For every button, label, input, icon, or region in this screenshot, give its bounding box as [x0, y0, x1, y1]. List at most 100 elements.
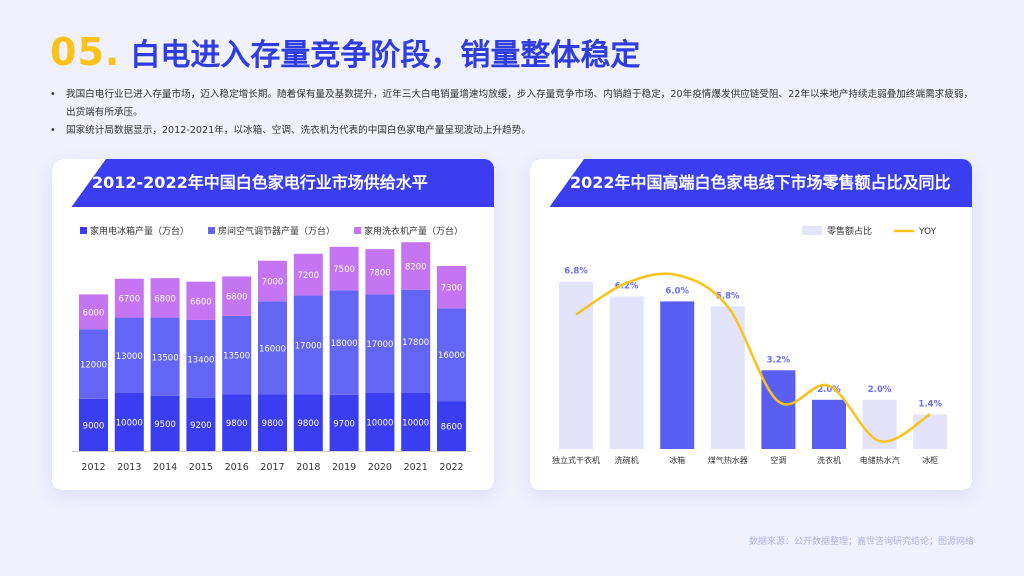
bar	[812, 399, 846, 449]
data-label: 5.8%	[716, 291, 740, 301]
data-label: 6700	[118, 295, 140, 305]
x-tick-label: 独立式干衣机	[552, 455, 600, 465]
bar-segment	[114, 393, 144, 451]
legend-label: 家用洗衣机产量（万台）	[364, 225, 463, 237]
x-tick-label: 2016	[225, 462, 249, 473]
chart-title: 2012-2022年中国白色家电行业市场供给水平	[92, 173, 428, 192]
bar-segment	[150, 317, 180, 396]
bar	[913, 414, 948, 449]
bar-segment	[186, 397, 216, 451]
data-label: 6.2%	[615, 281, 639, 291]
data-label: 9500	[154, 420, 176, 430]
data-label: 9700	[333, 419, 355, 429]
bar-segment	[437, 265, 466, 309]
bar-segment	[114, 317, 144, 393]
bar-segment	[329, 290, 359, 395]
legend-label: 房间空气调节器产量（万台）	[218, 225, 335, 237]
x-tick-label: 2018	[296, 462, 320, 473]
bar-segment	[222, 315, 252, 395]
data-label: 10000	[116, 419, 143, 429]
bar-segment	[258, 394, 287, 451]
data-label: 7300	[441, 284, 463, 294]
data-label: 9800	[226, 419, 248, 429]
bar	[609, 296, 644, 449]
bar-segment	[222, 394, 252, 451]
bar-segment	[329, 246, 359, 291]
bar	[660, 301, 695, 449]
data-label: 16000	[259, 344, 286, 354]
bar-segment	[79, 398, 108, 451]
x-tick-label: 电储热水汽	[860, 455, 900, 465]
x-tick-label: 2020	[368, 462, 392, 473]
source-note: 数据来源：公开数据整理；嘉世咨询研究结论；图源网络	[748, 537, 974, 547]
data-label: 13400	[187, 355, 214, 365]
data-label: 9800	[262, 419, 284, 429]
x-tick-label: 洗衣机	[817, 455, 841, 465]
stacked-bar-chart: 家用电冰箱产量（万台） 房间空气调节器产量（万台） 家用洗衣机产量（万台） 9000 1…	[72, 225, 472, 473]
x-tick-label: 2017	[260, 462, 284, 473]
bar-segment	[437, 308, 466, 402]
bar-segment	[401, 393, 431, 451]
bar-segment	[365, 249, 395, 295]
section-number: 05.	[50, 30, 121, 74]
data-label: 8200	[405, 262, 427, 272]
data-label: 7500	[333, 265, 355, 275]
data-label: 9000	[83, 421, 105, 431]
title-text: 白电进入存量竞争阶段，销量整体稳定	[130, 38, 641, 73]
data-label: 2.0%	[817, 385, 841, 395]
data-label: 6800	[154, 294, 176, 304]
legend-swatch	[80, 227, 87, 234]
data-label: 17000	[295, 341, 322, 351]
data-label: 13500	[152, 353, 179, 363]
bar-segment	[114, 278, 144, 318]
bar	[761, 370, 796, 449]
data-label: 6800	[226, 293, 248, 303]
chart-title: 2022年中国高端白色家电线下市场零售额占比及同比	[570, 173, 951, 192]
data-label: 16000	[438, 351, 465, 361]
bar-segment	[365, 393, 395, 451]
data-label: 6600	[190, 297, 212, 307]
bar-segment	[150, 395, 180, 451]
bar-segment	[186, 281, 216, 320]
bar-segment	[258, 301, 287, 395]
x-tick-label: 冰柜	[922, 455, 938, 465]
chart-header: 2022年中国高端白色家电线下市场零售额占比及同比	[530, 159, 972, 207]
x-tick-label: 2012	[81, 462, 105, 473]
x-tick-label: 洗碗机	[615, 455, 639, 465]
data-label: 7800	[369, 268, 391, 278]
bar	[710, 306, 745, 449]
x-tick-label: 煤气热水器	[708, 455, 748, 465]
chart-header: 2012-2022年中国白色家电行业市场供给水平	[52, 159, 494, 207]
legend-swatch	[354, 227, 361, 234]
x-tick-label: 2019	[332, 462, 356, 473]
legend-swatch	[802, 226, 822, 235]
bar-segment	[293, 394, 323, 451]
x-tick-label: 2014	[153, 462, 177, 473]
bar-segment	[79, 294, 108, 330]
data-label: 6.0%	[665, 286, 689, 296]
bar-segment	[186, 319, 216, 398]
bar-segment	[401, 289, 431, 393]
bar-segment	[79, 329, 108, 399]
data-label: 3.2%	[767, 355, 791, 365]
data-label: 17000	[366, 340, 393, 350]
x-tick-label: 2015	[189, 462, 213, 473]
bar	[559, 281, 593, 449]
x-tick-label: 2022	[439, 462, 463, 473]
data-label: 1.4%	[918, 400, 942, 410]
bar-segment	[258, 260, 287, 302]
x-tick-label: 2021	[404, 462, 428, 473]
supply-chart-card: 2012-2022年中国白色家电行业市场供给水平 家用电冰箱产量（万台） 房间空气…	[52, 159, 494, 490]
data-label: 9800	[297, 419, 319, 429]
bar-segment	[293, 253, 323, 296]
bar-segment	[365, 294, 395, 393]
data-label: 13500	[223, 352, 250, 362]
bar-segment	[150, 278, 180, 318]
bar-segment	[329, 394, 359, 451]
data-label: 18000	[331, 339, 358, 349]
data-label: 7000	[262, 278, 284, 288]
data-label: 12000	[80, 361, 107, 371]
bar-segment	[437, 401, 466, 451]
x-tick-label: 空调	[770, 455, 786, 465]
x-tick-label: 2013	[117, 462, 141, 473]
